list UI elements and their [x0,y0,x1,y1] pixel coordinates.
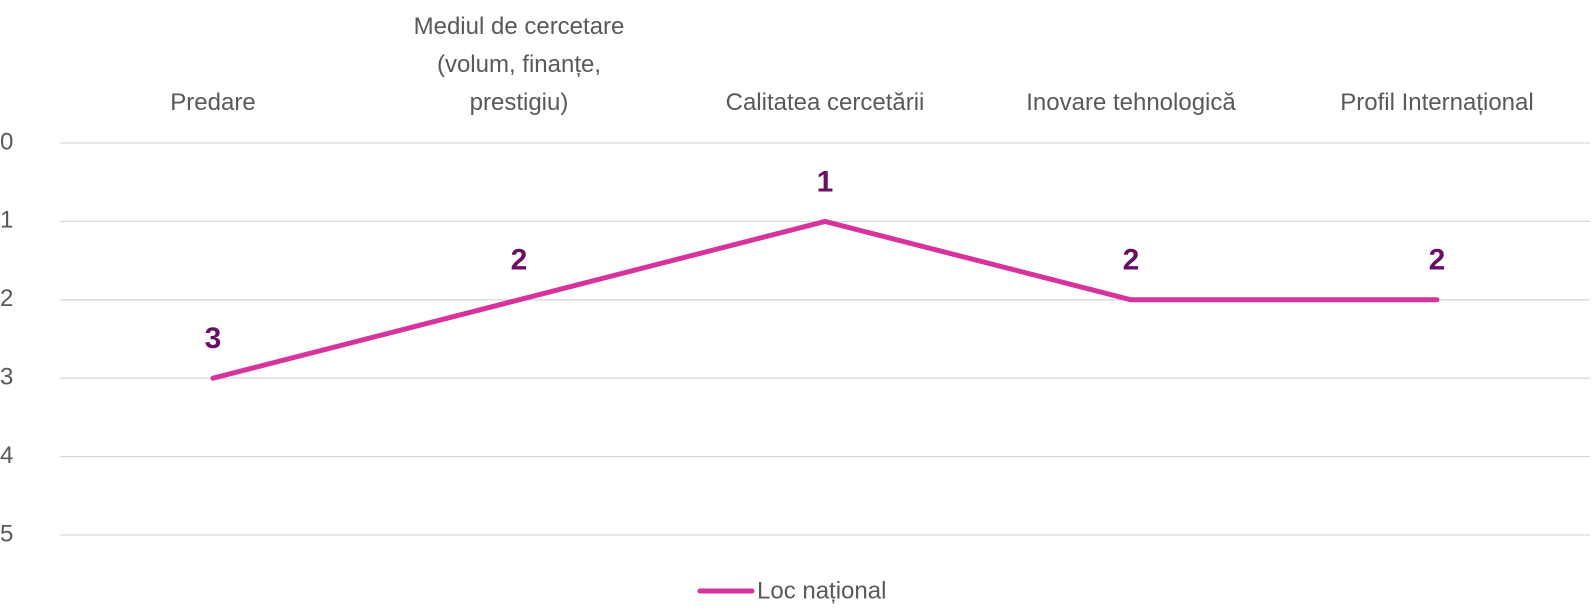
x-tick-label: Predare [170,89,255,116]
y-tick-label: 1 [0,207,13,234]
x-tick-label: Calitatea cercetării [726,89,925,116]
data-label: 2 [1429,244,1446,277]
y-tick-label: 3 [0,364,13,391]
y-tick-label: 2 [0,285,13,312]
data-label: 3 [205,322,222,355]
series-line [210,218,1440,381]
y-tick-label: 4 [0,442,13,469]
legend-label: Loc național [757,577,886,604]
x-tick-label: Profil Internațional [1340,89,1533,116]
y-tick-label: 0 [0,128,13,155]
x-tick-label: Mediul de cercetare (volum, finanțe, prest… [414,13,625,116]
y-tick-label: 5 [0,520,13,547]
data-label: 2 [1123,244,1140,277]
data-label: 1 [817,165,834,198]
x-tick-label: Inovare tehnologică [1026,89,1236,116]
data-label: 2 [511,244,528,277]
